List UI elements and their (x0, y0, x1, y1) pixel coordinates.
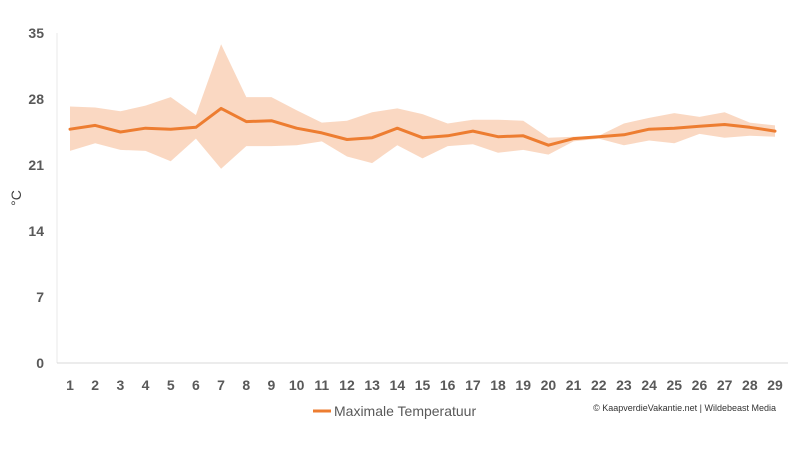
legend: Maximale Temperatuur (313, 403, 476, 419)
data-point (219, 107, 223, 110)
legend-label: Maximale Temperatuur (334, 403, 476, 419)
x-tick-label: 7 (217, 377, 225, 393)
x-tick-label: 18 (490, 377, 506, 393)
data-point (471, 129, 475, 133)
data-point (773, 129, 777, 133)
y-tick-label: 14 (28, 223, 44, 239)
data-point (446, 134, 449, 137)
x-tick-label: 3 (116, 377, 124, 393)
data-point (522, 134, 525, 137)
data-point (94, 124, 97, 127)
y-tick-label: 21 (28, 157, 44, 173)
x-tick-label: 4 (142, 377, 150, 393)
x-tick-label: 22 (591, 377, 607, 393)
credit-text: © KaapverdieVakantie.net | Wildebeast Me… (593, 403, 776, 413)
x-tick-label: 13 (364, 377, 380, 393)
data-point (396, 127, 399, 130)
x-tick-label: 27 (717, 377, 733, 393)
data-point (194, 126, 198, 129)
x-tick-label: 15 (415, 377, 431, 393)
x-tick-label: 5 (167, 377, 175, 393)
x-tick-label: 11 (314, 377, 329, 393)
x-tick-label: 23 (616, 377, 632, 393)
y-tick-label: 7 (36, 289, 44, 305)
data-point (320, 131, 323, 135)
data-point (723, 123, 726, 126)
x-tick-label: 9 (268, 377, 276, 393)
data-point (144, 127, 147, 130)
x-tick-label: 10 (289, 377, 305, 393)
y-axis: 0 7 14 21 28 35 (28, 25, 58, 371)
x-tick-label: 19 (515, 377, 531, 393)
x-tick-label: 8 (242, 377, 250, 393)
temperature-range-band (70, 44, 775, 169)
data-point (119, 130, 122, 134)
data-point (421, 136, 424, 139)
range-band-area (70, 44, 775, 169)
data-point (245, 120, 248, 123)
x-tick-label: 16 (440, 377, 456, 393)
y-axis-label: °C (8, 190, 24, 206)
data-point (597, 135, 600, 138)
data-point (345, 138, 349, 141)
x-tick-label: 25 (666, 377, 682, 393)
data-point (572, 137, 575, 140)
data-point (673, 127, 676, 130)
x-tick-label: 14 (390, 377, 406, 393)
data-point (295, 127, 298, 130)
x-tick-label: 1 (66, 377, 74, 393)
data-point (496, 135, 500, 138)
data-point (547, 144, 550, 147)
data-point (698, 125, 701, 128)
data-point (370, 136, 374, 139)
data-point (68, 128, 72, 131)
x-tick-label: 20 (541, 377, 557, 393)
x-axis: 1 2 3 4 5 6 7 8 9 10 11 12 13 14 15 16 17 18 19 20 21 22 23 24 2… (57, 362, 788, 393)
x-tick-label: 21 (566, 377, 582, 393)
data-point (647, 128, 651, 131)
series-lines (68, 106, 777, 147)
x-tick-label: 17 (465, 377, 481, 393)
x-tick-label: 24 (641, 377, 657, 393)
x-tick-label: 26 (692, 377, 708, 393)
data-point (748, 126, 751, 129)
data-point (169, 128, 172, 131)
data-point (270, 119, 273, 122)
data-point (622, 133, 626, 136)
x-tick-label: 28 (742, 377, 758, 393)
x-tick-label: 2 (91, 377, 99, 393)
x-tick-label: 6 (192, 377, 200, 393)
y-tick-label: 0 (36, 355, 44, 371)
y-tick-label: 35 (28, 25, 44, 41)
x-tick-label: 12 (339, 377, 355, 393)
y-tick-label: 28 (28, 91, 44, 107)
x-tick-label: 29 (767, 377, 783, 393)
